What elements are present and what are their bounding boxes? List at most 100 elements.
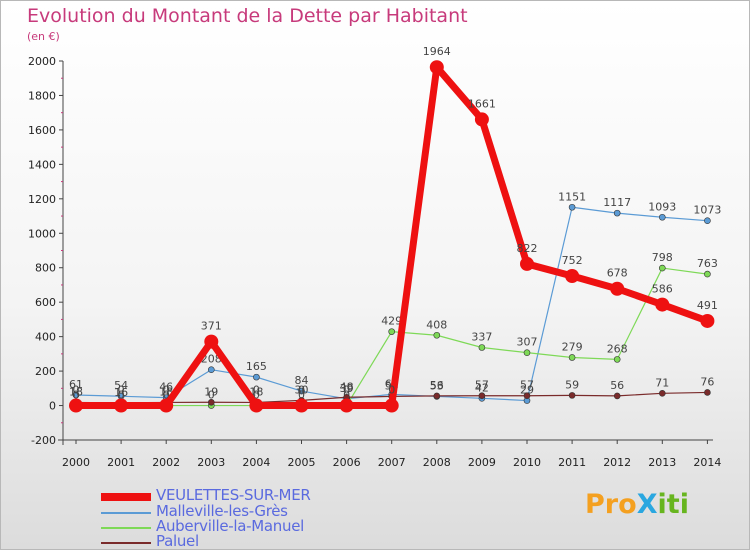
data-label-auberville-la-manuel: 763 (697, 257, 718, 270)
data-point-veulettes-sur-mer (384, 398, 399, 413)
x-tick-label: 2004 (242, 456, 270, 469)
data-label-paluel: 59 (565, 378, 579, 391)
data-label-auberville-la-manuel: 337 (471, 330, 492, 343)
data-label-paluel: 76 (700, 375, 714, 388)
data-label-veulettes-sur-mer: 752 (562, 254, 583, 267)
data-point-veulettes-sur-mer (429, 60, 444, 75)
x-tick-label: 2007 (378, 456, 406, 469)
data-label-auberville-la-manuel: 0 (253, 389, 260, 402)
data-label-auberville-la-manuel: 0 (73, 389, 80, 402)
logo-letter: o (618, 489, 637, 520)
data-label-malleville-les-gr-s: 1151 (558, 190, 586, 203)
data-point-veulettes-sur-mer (204, 334, 219, 349)
data-label-veulettes-sur-mer: 0 (163, 384, 170, 397)
data-label-veulettes-sur-mer: 822 (517, 242, 538, 255)
data-point-paluel (704, 389, 711, 396)
data-point-malleville-les-gr-s (72, 391, 80, 399)
data-label-malleville-les-gr-s: 53 (430, 379, 444, 392)
data-label-paluel: 19 (204, 385, 218, 398)
data-label-malleville-les-gr-s: 165 (246, 360, 267, 373)
x-tick-label: 2002 (152, 456, 180, 469)
data-point-auberville-la-manuel (523, 349, 531, 356)
data-point-auberville-la-manuel (658, 264, 666, 272)
data-label-auberville-la-manuel: 0 (208, 389, 215, 402)
data-point-veulettes-sur-mer (114, 398, 129, 413)
data-label-auberville-la-manuel: 429 (381, 315, 402, 328)
data-point-paluel (478, 392, 486, 400)
data-label-malleville-les-gr-s: 39 (340, 382, 354, 395)
x-tick-label: 2000 (62, 456, 90, 469)
legend-swatch (101, 542, 151, 544)
data-label-veulettes-sur-mer: 678 (607, 267, 628, 280)
data-label-malleville-les-gr-s: 208 (201, 353, 222, 366)
data-label-malleville-les-gr-s: 84 (295, 374, 309, 387)
data-point-paluel (523, 392, 531, 400)
data-point-auberville-la-manuel (388, 328, 396, 335)
data-label-paluel: 48 (340, 380, 354, 393)
data-label-auberville-la-manuel: 268 (607, 342, 628, 355)
data-label-paluel: 30 (295, 383, 309, 396)
data-label-malleville-les-gr-s: 61 (69, 378, 83, 391)
legend-swatch (101, 493, 151, 501)
data-label-paluel: 16 (114, 386, 128, 399)
y-tick-label: 600 (35, 296, 56, 309)
data-point-auberville-la-manuel (478, 344, 486, 351)
data-point-malleville-les-gr-s (658, 213, 666, 221)
legend-swatch (101, 527, 151, 529)
data-point-auberville-la-manuel (568, 354, 576, 361)
data-point-paluel (613, 392, 621, 400)
y-tick-label: 1200 (28, 193, 56, 206)
legend-label: Malleville-les-Grès (156, 502, 288, 520)
y-tick-label: -200 (31, 434, 56, 447)
data-label-auberville-la-manuel: 798 (652, 251, 673, 264)
x-tick-label: 2008 (423, 456, 451, 469)
chart-unit: (en €) (27, 30, 60, 43)
data-label-malleville-les-gr-s: 1093 (648, 200, 676, 213)
data-point-malleville-les-gr-s (208, 366, 215, 374)
y-tick-label: 200 (35, 365, 56, 378)
data-point-veulettes-sur-mer (159, 398, 174, 413)
logo-letter: r (604, 489, 619, 520)
data-point-paluel (433, 392, 441, 400)
x-tick-label: 2012 (603, 456, 631, 469)
data-label-veulettes-sur-mer: 1964 (423, 45, 451, 58)
chart-title: Evolution du Montant de la Dette par Hab… (27, 5, 468, 27)
logo-letter: P (585, 489, 605, 520)
data-label-auberville-la-manuel: 0 (163, 389, 170, 402)
y-tick-label: 1400 (28, 158, 56, 171)
data-point-veulettes-sur-mer (700, 313, 715, 328)
data-point-malleville-les-gr-s (613, 209, 621, 217)
data-label-paluel: 57 (475, 379, 489, 392)
data-point-auberville-la-manuel (704, 270, 711, 278)
data-point-veulettes-sur-mer (294, 398, 309, 413)
data-point-paluel (658, 390, 666, 397)
data-point-veulettes-sur-mer (520, 256, 534, 271)
data-point-veulettes-sur-mer (565, 268, 580, 283)
x-tick-label: 2003 (197, 456, 225, 469)
data-label-paluel: 71 (655, 376, 669, 389)
legend-label: VEULETTES-SUR-MER (156, 486, 311, 504)
y-tick-label: 1600 (28, 124, 56, 137)
x-tick-label: 2001 (107, 456, 135, 469)
data-label-auberville-la-manuel: 0 (118, 389, 125, 402)
data-point-veulettes-sur-mer (69, 398, 83, 413)
logo-letter: t (666, 489, 680, 520)
data-point-veulettes-sur-mer (339, 398, 354, 413)
data-label-veulettes-sur-mer: 1661 (468, 97, 496, 110)
x-tick-label: 2011 (558, 456, 586, 469)
data-label-paluel: 18 (69, 385, 83, 398)
data-point-auberville-la-manuel (613, 356, 621, 363)
data-point-malleville-les-gr-s (253, 373, 260, 381)
data-point-veulettes-sur-mer (249, 398, 264, 413)
data-point-veulettes-sur-mer (655, 297, 670, 312)
data-label-paluel: 56 (430, 379, 444, 392)
data-point-veulettes-sur-mer (474, 112, 489, 127)
data-label-malleville-les-gr-s: 29 (520, 384, 534, 397)
logo-letter: i (657, 489, 667, 520)
data-label-veulettes-sur-mer: 0 (118, 384, 125, 397)
logo-letter: X (636, 489, 658, 520)
x-tick-label: 2010 (513, 456, 541, 469)
x-tick-label: 2006 (333, 456, 361, 469)
